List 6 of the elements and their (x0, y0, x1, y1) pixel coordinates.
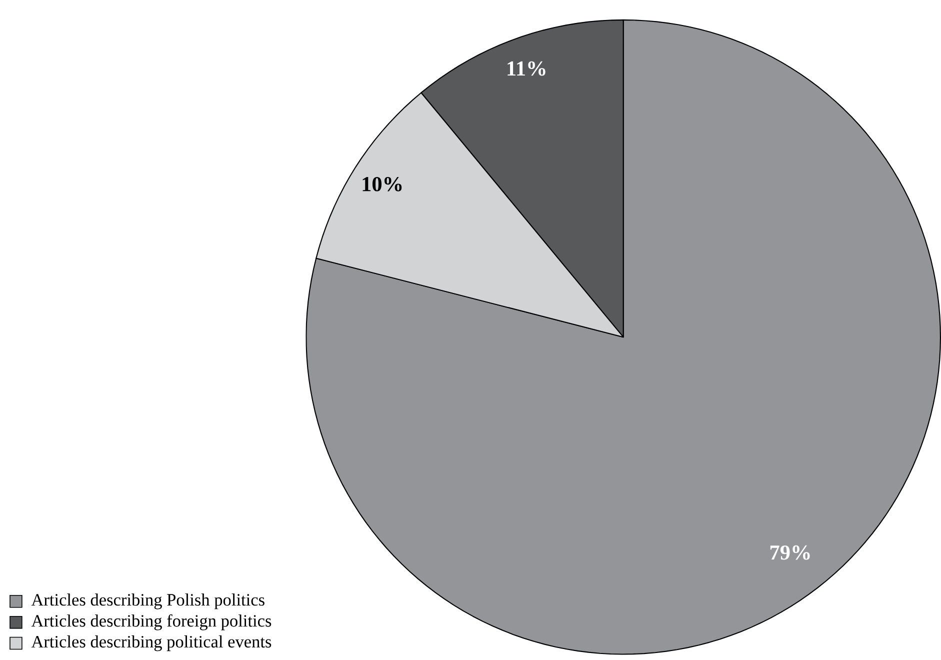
data-label: 10% (362, 176, 402, 192)
legend-label: Articles describing political events (31, 635, 272, 652)
data-label: 79% (770, 545, 810, 560)
legend-label: Articles describing Polish politics (31, 593, 264, 610)
legend-label: Articles describing foreign politics (31, 614, 272, 630)
data-label: 11% (508, 61, 546, 76)
